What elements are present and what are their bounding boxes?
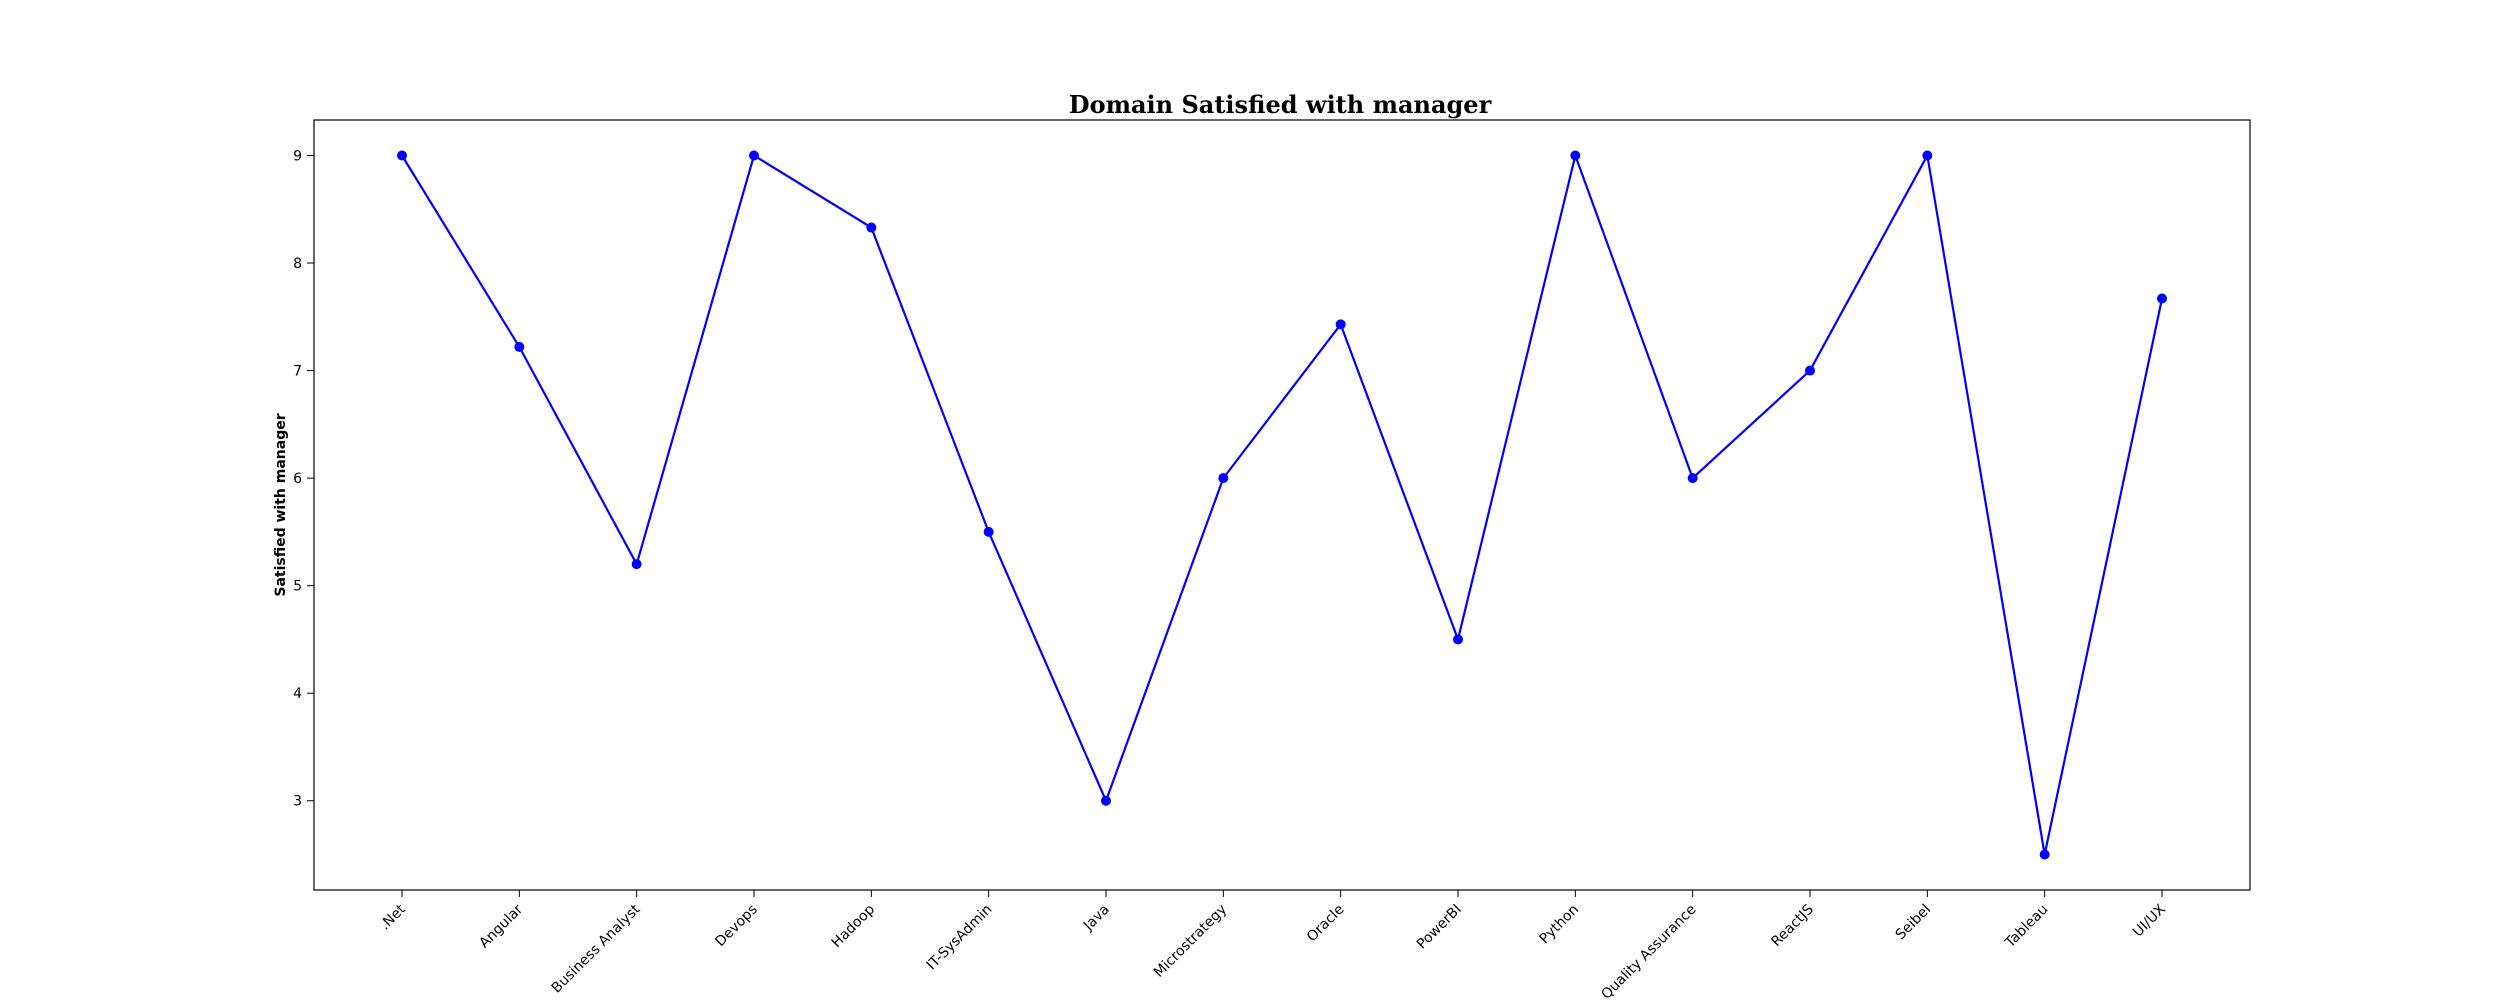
data-point <box>1335 319 1346 330</box>
y-tick-label: 3 <box>293 794 302 810</box>
series-line-group <box>397 150 2167 860</box>
x-tick-label: Seibel <box>1893 902 1935 944</box>
series-line <box>401 151 2164 855</box>
x-tick-label: ReactJS <box>1768 901 1817 950</box>
data-point <box>2039 849 2050 860</box>
data-point <box>1453 634 1463 645</box>
x-axis-ticks: .Net Angular Business Analyst Devops Hadoop I… <box>377 890 2169 1000</box>
y-tick-label: 9 <box>293 148 302 164</box>
data-point <box>631 559 642 570</box>
data-point <box>1687 473 1698 484</box>
x-tick-label: Oracle <box>1304 902 1348 946</box>
x-tick-label: Python <box>1537 902 1583 948</box>
data-point <box>397 150 407 161</box>
data-point <box>983 526 994 537</box>
x-tick-label: .Net <box>377 901 409 933</box>
data-point <box>1570 150 1581 161</box>
data-point <box>866 222 877 233</box>
x-tick-label: Devops <box>712 902 760 950</box>
x-tick-label: IT-SysAdmin <box>924 902 996 974</box>
y-tick-label: 6 <box>293 471 302 487</box>
x-tick-label: Hadoop <box>829 901 879 951</box>
plot-area-frame <box>313 119 2251 891</box>
y-tick-label: 5 <box>293 579 302 595</box>
y-axis-label: Satisfied with manager <box>273 413 289 596</box>
data-point <box>2157 293 2167 304</box>
y-tick-label: 7 <box>293 364 302 380</box>
chart-title: Domain Satisfied with manager <box>1069 90 1492 119</box>
x-tick-label: UI/UX <box>2130 901 2169 940</box>
data-point <box>1922 150 1933 161</box>
x-tick-label: Microstrategy <box>1151 902 1230 981</box>
y-tick-label: 4 <box>293 686 302 702</box>
data-point <box>1101 795 1111 806</box>
y-axis-ticks: 3 4 5 6 7 8 9 <box>293 148 314 810</box>
data-point <box>1805 365 1815 376</box>
x-tick-label: Quality Assurance <box>1598 902 1699 1000</box>
x-tick-label: Business Analyst <box>549 901 644 996</box>
x-tick-label: Java <box>1080 902 1113 935</box>
data-point <box>514 341 525 352</box>
x-tick-label: Angular <box>476 901 526 951</box>
x-tick-label: PowerBI <box>1414 902 1465 953</box>
data-point <box>749 150 759 161</box>
data-point <box>1218 473 1229 484</box>
y-tick-label: 8 <box>293 256 302 272</box>
x-tick-label: Tableau <box>2002 902 2052 952</box>
